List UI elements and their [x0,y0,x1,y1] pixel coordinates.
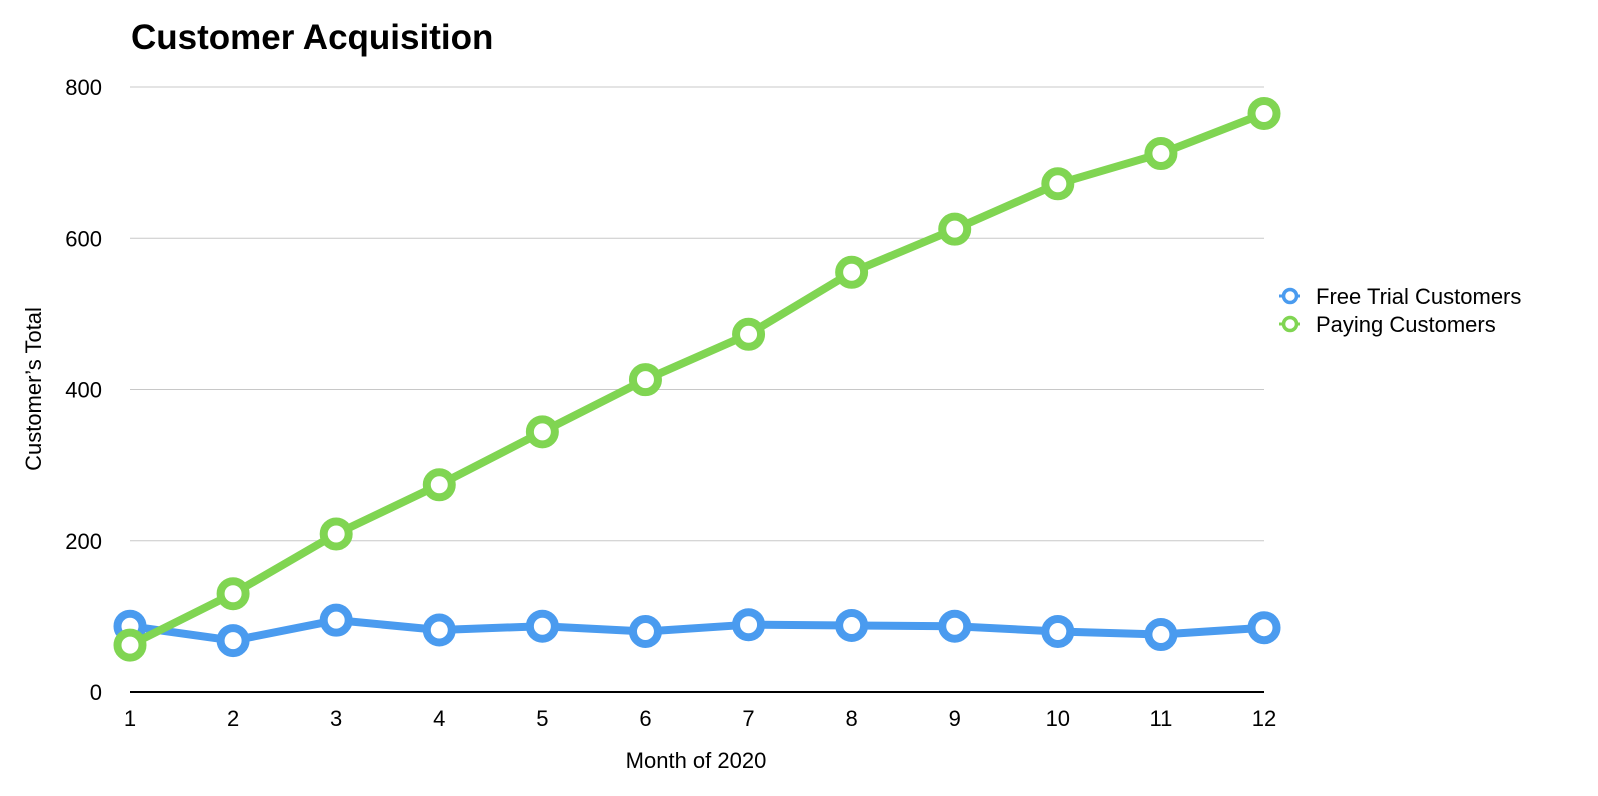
data-point [1041,615,1075,648]
data-point [835,608,869,642]
legend-marker [1281,287,1299,305]
data-point [1041,167,1075,201]
data-point [422,613,456,647]
x-tick-label: 10 [1046,706,1070,731]
legend-label: Paying Customers [1316,312,1496,337]
data-point [732,608,766,642]
x-axis-ticks: 1 2 3 4 5 6 7 8 9 10 11 12 [124,706,1276,731]
x-axis-title: Month of 2020 [626,748,767,773]
data-point [113,628,147,662]
legend-item: Free Trial Customers [1279,284,1521,309]
legend-marker [1281,315,1299,333]
y-tick-label: 600 [65,226,102,251]
legend-label: Free Trial Customers [1316,284,1521,309]
data-point [628,363,662,397]
x-tick-label: 8 [846,706,858,731]
y-tick-label: 800 [65,75,102,100]
x-tick-label: 12 [1252,706,1276,731]
data-point [938,212,972,246]
series-line [126,109,1268,650]
x-tick-label: 6 [639,706,651,731]
data-point [216,577,250,611]
data-point [628,615,662,648]
data-point [216,624,250,658]
y-tick-label: 200 [65,529,102,554]
legend-item: Paying Customers [1279,312,1496,337]
gridlines [130,86,1264,542]
data-point [938,609,972,643]
x-tick-label: 7 [742,706,754,731]
x-tick-label: 1 [124,706,136,731]
data-point [319,517,353,551]
x-tick-label: 4 [433,706,445,731]
x-tick-label: 2 [227,706,239,731]
data-point [525,609,559,643]
chart-title: Customer Acquisition [131,18,493,57]
x-tick-label: 3 [330,706,342,731]
y-tick-label: 0 [90,680,102,705]
y-tick-label: 400 [65,378,102,403]
x-tick-label: 5 [536,706,548,731]
y-axis-ticks: 0 200 400 600 800 [65,75,102,705]
data-point [319,603,353,637]
data-point [525,415,559,449]
x-tick-label: 9 [949,706,961,731]
x-tick-label: 11 [1149,706,1172,731]
series-1 [113,603,1281,658]
data-point [732,317,766,351]
data-point [422,468,456,502]
data-point [1144,137,1178,171]
legend: Free Trial Customers Paying Customers [1279,284,1521,337]
data-point [1144,618,1178,652]
series-layer [113,96,1281,662]
data-point [1247,96,1281,130]
series-2 [113,96,1281,662]
data-point [835,255,869,289]
data-point [1247,611,1281,645]
y-axis-title: Customer’s Total [21,307,46,471]
series-line [126,616,1268,645]
